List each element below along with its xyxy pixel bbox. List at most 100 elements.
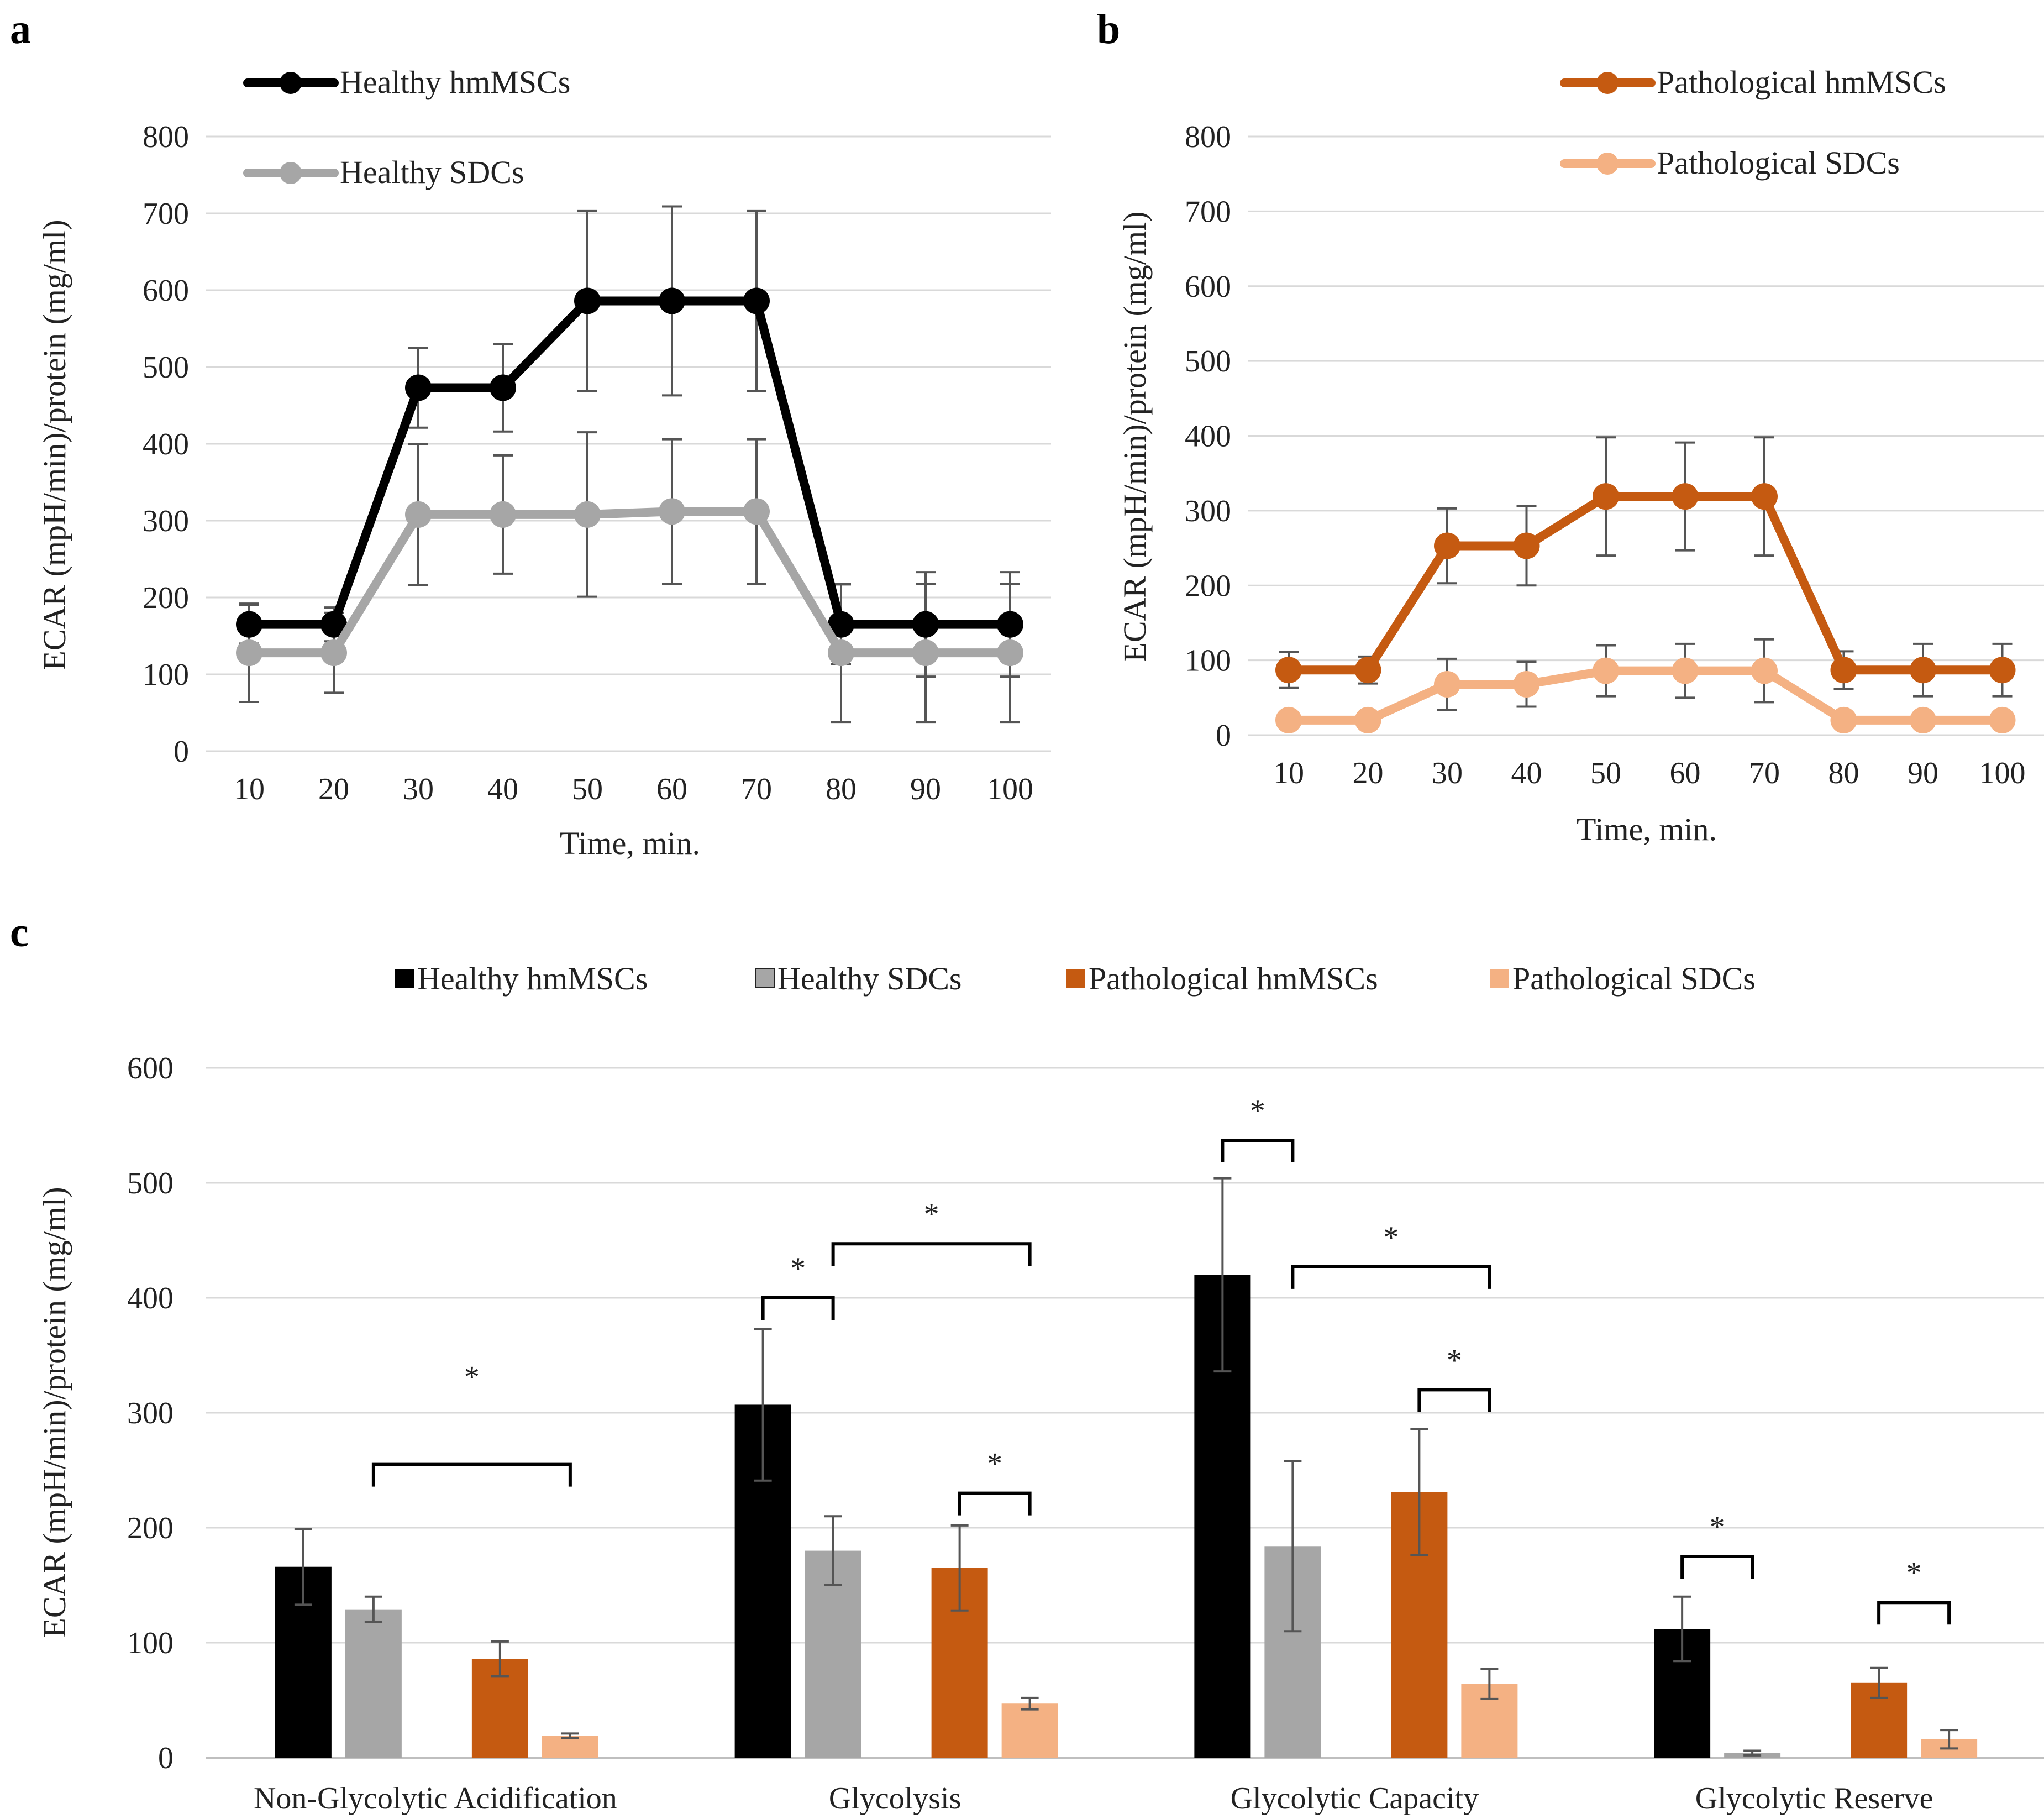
- error-bar: [1870, 1666, 1888, 1699]
- significance-bracket: *: [1221, 1094, 1295, 1163]
- data-point-healthy-sdcs: [659, 498, 685, 525]
- data-point-healthy-sdcs: [828, 639, 854, 667]
- panel-a-line-chart: a 0 100 200 300 400 500 600 700 800 10 20 30 40 50 60…: [10, 6, 1051, 861]
- y-tick-label: 200: [127, 1511, 174, 1545]
- significance-asterisk: *: [987, 1447, 1002, 1481]
- panel-a-letter: a: [10, 6, 31, 53]
- legend-label-healthy-hmmscs: Healthy hmMSCs: [340, 64, 570, 100]
- significance-bracket: *: [1417, 1343, 1491, 1412]
- panel-b-x-axis-title: Time, min.: [1577, 811, 1717, 847]
- y-tick-label: 100: [1185, 644, 1231, 678]
- significance-bracket-line: [1877, 1601, 1951, 1625]
- significance-bracket: *: [1291, 1220, 1491, 1289]
- legend-label-healthy-sdcs: Healthy SDCs: [340, 154, 524, 190]
- series-line-pathological-hmmscs: [1289, 492, 2003, 675]
- data-point-pathological-hmmscs: [1751, 483, 1778, 510]
- y-tick-label: 500: [1185, 344, 1231, 379]
- x-tick-label: 10: [234, 772, 265, 806]
- legend-item-healthy-hmmscs: Healthy hmMSCs: [395, 961, 648, 997]
- y-tick-label: 200: [143, 581, 189, 615]
- bar-pathological-sdcs: [1001, 1703, 1058, 1758]
- x-tick-label: 40: [487, 772, 518, 806]
- x-tick-label: 30: [1432, 756, 1463, 790]
- data-point-pathological-hmmscs: [1354, 657, 1381, 684]
- y-tick-label: 0: [174, 735, 189, 769]
- data-point-healthy-sdcs: [236, 639, 262, 667]
- data-point-pathological-sdcs: [1910, 706, 1936, 733]
- significance-bracket: *: [958, 1447, 1032, 1516]
- significance-asterisk: *: [464, 1360, 480, 1395]
- data-point-pathological-sdcs: [1989, 706, 2016, 733]
- x-tick-label: Glycolytic Capacity: [1231, 1781, 1479, 1816]
- error-bar: [824, 1515, 842, 1586]
- y-tick-label: 100: [143, 658, 189, 692]
- data-point-healthy-hmmscs: [320, 611, 347, 638]
- data-point-healthy-hmmscs: [574, 287, 601, 314]
- x-tick-label: 90: [1908, 756, 1938, 790]
- error-bar: [1673, 1595, 1691, 1663]
- x-tick-label: 40: [1511, 756, 1542, 790]
- y-tick-label: 400: [127, 1281, 174, 1315]
- significance-bracket-line: [371, 1462, 572, 1487]
- y-tick-label: 700: [1185, 195, 1231, 229]
- bar-pathological-sdcs: [542, 1736, 598, 1758]
- panel-b-letter: b: [1097, 6, 1120, 53]
- panel-a-x-axis-title: Time, min.: [560, 825, 700, 861]
- x-tick-label: 60: [1670, 756, 1701, 790]
- significance-bracket-line: [1680, 1555, 1754, 1579]
- x-tick-label: 80: [1828, 756, 1859, 790]
- significance-bracket: *: [1680, 1510, 1754, 1579]
- legend-label-pathological-sdcs: Pathological SDCs: [1512, 961, 1756, 997]
- data-point-pathological-hmmscs: [1910, 657, 1936, 684]
- data-point-healthy-sdcs: [405, 501, 432, 528]
- data-point-pathological-hmmscs: [1830, 657, 1857, 684]
- data-point-healthy-sdcs: [490, 501, 516, 528]
- error-bar: [1410, 1428, 1428, 1556]
- x-tick-label: 100: [987, 772, 1033, 806]
- series-line-pathological-sdcs: [1289, 666, 2003, 725]
- y-tick-label: 500: [127, 1166, 174, 1201]
- error-bar: [491, 1640, 509, 1678]
- legend-item-healthy-hmmscs: Healthy hmMSCs: [243, 64, 570, 100]
- legend-marker-pathological-hmmscs: [1596, 72, 1619, 94]
- legend-label-healthy-hmmscs: Healthy hmMSCs: [417, 961, 648, 997]
- y-tick-label: 300: [143, 504, 189, 538]
- data-point-pathological-sdcs: [1513, 670, 1540, 698]
- series-line-healthy-sdcs: [249, 507, 1010, 658]
- legend-swatch-healthy-sdcs: [755, 968, 775, 988]
- x-tick-label: 60: [656, 772, 687, 806]
- legend-swatch-pathological-sdcs: [1490, 969, 1509, 988]
- y-tick-label: 0: [158, 1741, 174, 1775]
- data-point-pathological-hmmscs: [1434, 532, 1460, 559]
- data-point-healthy-hmmscs: [236, 611, 262, 638]
- legend-marker-healthy-sdcs: [280, 162, 302, 184]
- data-point-healthy-hmmscs: [743, 287, 770, 314]
- data-point-pathological-hmmscs: [1989, 657, 2016, 684]
- y-tick-label: 100: [127, 1626, 174, 1660]
- legend-label-pathological-hmmscs: Pathological hmMSCs: [1089, 961, 1378, 997]
- x-tick-label: 50: [572, 772, 603, 806]
- data-point-healthy-hmmscs: [490, 374, 516, 401]
- data-point-pathological-sdcs: [1593, 657, 1619, 684]
- panel-a-legend: Healthy hmMSCs Healthy SDCs: [243, 64, 570, 190]
- y-tick-label: 200: [1185, 569, 1231, 603]
- error-bar: [754, 1328, 772, 1482]
- data-point-healthy-sdcs: [912, 639, 939, 667]
- series-line-healthy-hmmscs: [249, 296, 1010, 629]
- data-point-healthy-hmmscs: [912, 611, 939, 638]
- x-tick-label: 50: [1590, 756, 1621, 790]
- significance-bracket-line: [1291, 1265, 1491, 1289]
- y-tick-label: 800: [1185, 120, 1231, 154]
- significance-bracket-line: [1417, 1388, 1491, 1412]
- x-tick-label: 20: [1353, 756, 1384, 790]
- legend-item-pathological-hmmscs: Pathological hmMSCs: [1560, 64, 1946, 100]
- data-point-healthy-sdcs: [997, 639, 1023, 667]
- legend-item-pathological-hmmscs: Pathological hmMSCs: [1066, 961, 1378, 997]
- significance-bracket: *: [831, 1197, 1032, 1266]
- significance-bracket: *: [371, 1360, 572, 1487]
- y-tick-label: 500: [143, 350, 189, 385]
- data-point-pathological-sdcs: [1751, 657, 1778, 684]
- significance-bracket-line: [958, 1491, 1032, 1516]
- data-point-healthy-sdcs: [743, 498, 770, 525]
